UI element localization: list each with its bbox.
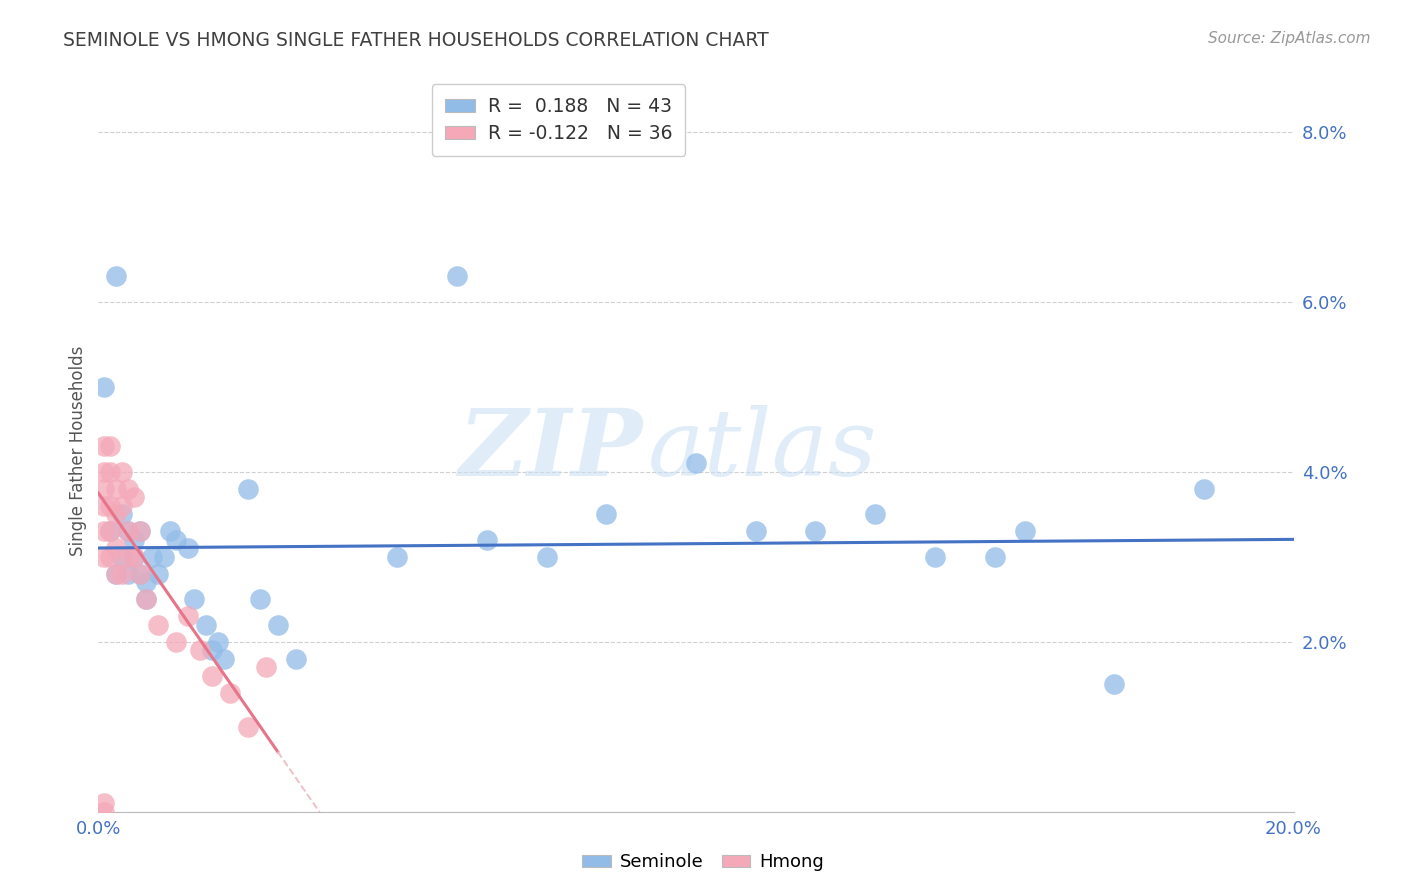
Point — [117, 524, 139, 539]
Point — [111, 549, 134, 564]
Point — [124, 549, 146, 564]
Point — [385, 549, 409, 564]
Text: atlas: atlas — [648, 406, 877, 495]
Point — [177, 541, 200, 556]
Point — [284, 651, 307, 665]
Point — [93, 549, 115, 564]
Point — [745, 524, 768, 539]
Point — [98, 499, 122, 513]
Point — [1014, 524, 1036, 539]
Point — [207, 634, 229, 648]
Point — [177, 609, 200, 624]
Point — [135, 575, 157, 590]
Point — [475, 533, 498, 547]
Point — [124, 549, 146, 564]
Point — [865, 507, 887, 521]
Point — [117, 549, 139, 564]
Point — [236, 720, 259, 734]
Legend: Seminole, Hmong: Seminole, Hmong — [575, 847, 831, 879]
Point — [195, 617, 218, 632]
Point — [105, 541, 128, 556]
Point — [165, 634, 187, 648]
Point — [111, 507, 134, 521]
Point — [446, 269, 468, 284]
Point — [98, 439, 122, 453]
Point — [93, 380, 115, 394]
Point — [249, 592, 271, 607]
Point — [129, 524, 152, 539]
Point — [98, 524, 122, 539]
Text: SEMINOLE VS HMONG SINGLE FATHER HOUSEHOLDS CORRELATION CHART: SEMINOLE VS HMONG SINGLE FATHER HOUSEHOL… — [63, 31, 769, 50]
Point — [129, 566, 152, 581]
Text: Source: ZipAtlas.com: Source: ZipAtlas.com — [1208, 31, 1371, 46]
Point — [129, 566, 152, 581]
Point — [153, 549, 176, 564]
Point — [111, 499, 134, 513]
Point — [165, 533, 187, 547]
Point — [685, 456, 707, 470]
Point — [93, 465, 115, 479]
Point — [236, 482, 259, 496]
Point — [105, 269, 128, 284]
Point — [201, 643, 224, 657]
Point — [98, 524, 122, 539]
Point — [188, 643, 211, 657]
Point — [201, 669, 224, 683]
Point — [536, 549, 558, 564]
Y-axis label: Single Father Households: Single Father Households — [69, 345, 87, 556]
Point — [183, 592, 205, 607]
Point — [924, 549, 946, 564]
Text: ZIP: ZIP — [458, 406, 643, 495]
Point — [135, 592, 157, 607]
Point — [984, 549, 1007, 564]
Point — [124, 490, 146, 504]
Point — [111, 465, 134, 479]
Point — [159, 524, 181, 539]
Point — [117, 524, 139, 539]
Point — [595, 507, 617, 521]
Point — [117, 482, 139, 496]
Point — [148, 566, 170, 581]
Point — [111, 566, 134, 581]
Point — [219, 686, 242, 700]
Point — [254, 660, 277, 674]
Point — [93, 482, 115, 496]
Point — [105, 566, 128, 581]
Point — [124, 533, 146, 547]
Point — [141, 549, 163, 564]
Point — [105, 482, 128, 496]
Point — [1192, 482, 1215, 496]
Point — [93, 439, 115, 453]
Point — [93, 796, 115, 810]
Point — [93, 524, 115, 539]
Point — [105, 566, 128, 581]
Point — [804, 524, 827, 539]
Point — [148, 617, 170, 632]
Point — [117, 566, 139, 581]
Point — [267, 617, 290, 632]
Point — [93, 805, 115, 819]
Point — [135, 592, 157, 607]
Point — [1104, 677, 1126, 691]
Point — [129, 524, 152, 539]
Point — [93, 499, 115, 513]
Legend: R =  0.188   N = 43, R = -0.122   N = 36: R = 0.188 N = 43, R = -0.122 N = 36 — [432, 84, 686, 156]
Point — [98, 465, 122, 479]
Point — [105, 507, 128, 521]
Point — [212, 651, 235, 665]
Point — [98, 549, 122, 564]
